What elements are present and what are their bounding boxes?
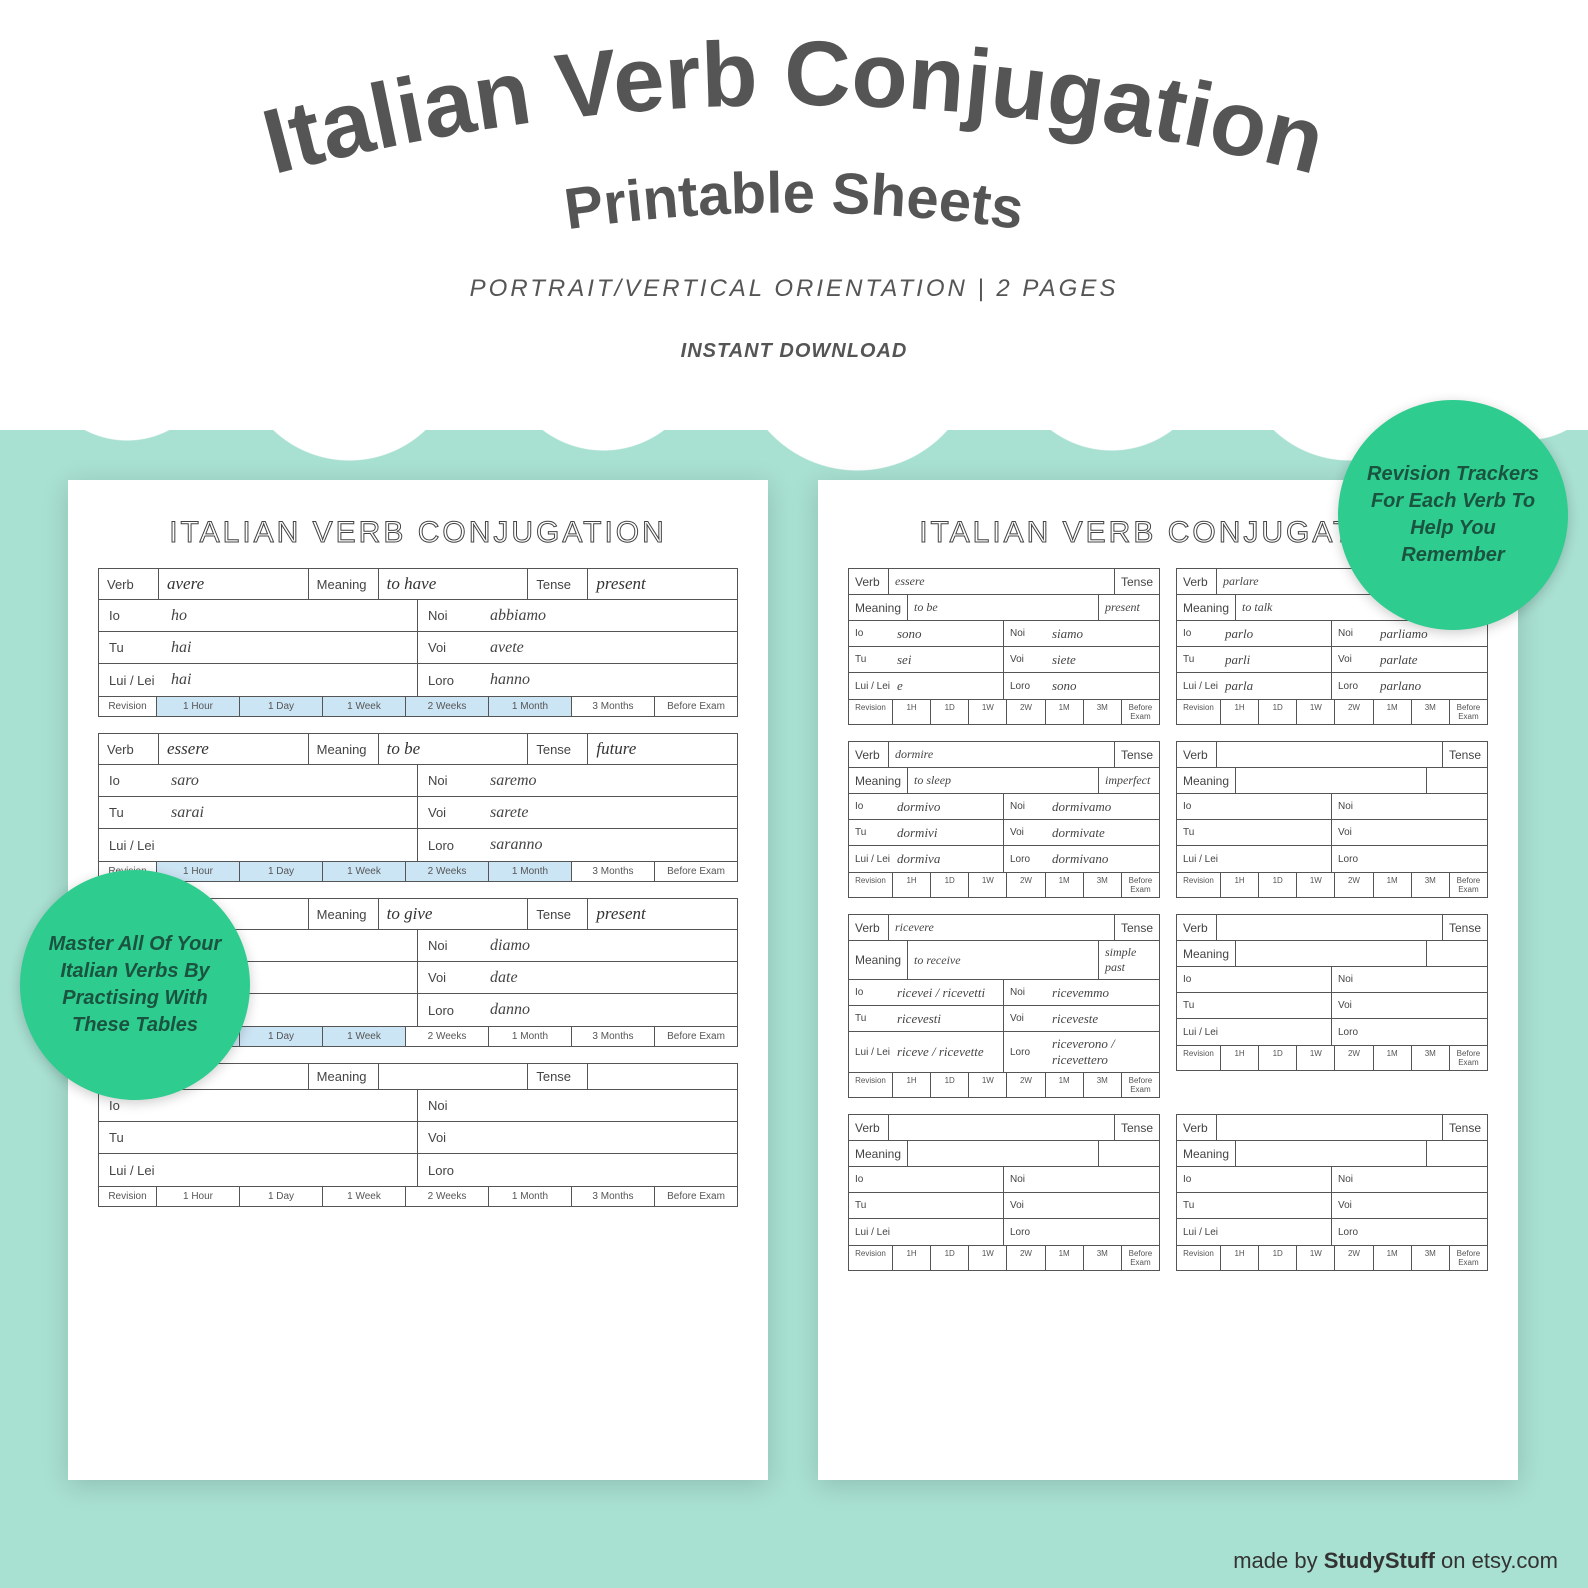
conj-cell: Noisaremo (418, 765, 737, 797)
pages-container: ITALIAN VERB CONJUGATION VerbavereMeanin… (68, 480, 1518, 1480)
verb-block-small: VerbTenseMeaningIoNoiTuVoiLui / LeiLoroR… (1176, 1114, 1488, 1271)
conj-cell: Lorosaranno (418, 829, 737, 861)
footer-credit: made by StudyStuff on etsy.com (1233, 1548, 1558, 1574)
verb-block-small: VerbTenseMeaningIoNoiTuVoiLui / LeiLoroR… (1176, 741, 1488, 898)
verb-block: VerbessereMeaningto beTensefutureIosaroN… (98, 733, 738, 882)
conj-cell: Loro (418, 1154, 737, 1186)
verb-block-small: VerbessereTenseMeaningto bepresentIosono… (848, 568, 1160, 725)
conj-cell: Lorodanno (418, 994, 737, 1026)
conj-cell: Tuhai (99, 632, 418, 664)
conj-cell: Lui / Lei (99, 1154, 418, 1186)
conj-cell: Voisarete (418, 797, 737, 829)
subtitle-1: PORTRAIT/VERTICAL ORIENTATION | 2 PAGES (0, 275, 1588, 303)
conj-cell: Noiabbiamo (418, 600, 737, 632)
conj-cell: Lorohanno (418, 664, 737, 696)
conj-cell: Lui / Leihai (99, 664, 418, 696)
page-2: ITALIAN VERB CONJUGATION VerbessereTense… (818, 480, 1518, 1480)
verb-block-small: VerbTenseMeaningIoNoiTuVoiLui / LeiLoroR… (1176, 914, 1488, 1071)
conj-cell: Voi (418, 1122, 737, 1154)
conj-cell: Tu (99, 1122, 418, 1154)
conj-cell: Voiavete (418, 632, 737, 664)
revision-row: Revision1 Hour1 Day1 Week2 Weeks1 Month3… (99, 696, 737, 716)
title-arc: Italian Verb Conjugation Printable Sheet… (94, 30, 1494, 290)
conj-cell: Ioho (99, 600, 418, 632)
badge-left: Master All Of Your Italian Verbs By Prac… (20, 870, 250, 1100)
conj-cell: Noi (418, 1090, 737, 1122)
svg-text:Printable Sheets: Printable Sheets (560, 160, 1027, 242)
page-1-title: ITALIAN VERB CONJUGATION (98, 516, 738, 550)
conj-cell: Noidiamo (418, 930, 737, 962)
conj-cell: Tusarai (99, 797, 418, 829)
subtitle-2: INSTANT DOWNLOAD (0, 340, 1588, 363)
revision-row: Revision1 Hour1 Day1 Week2 Weeks1 Month3… (99, 861, 737, 881)
verb-block-small: VerbricevereTenseMeaningto receivesimple… (848, 914, 1160, 1098)
verb-block-small: VerbdormireTenseMeaningto sleepimperfect… (848, 741, 1160, 898)
conj-cell: Lui / Lei (99, 829, 418, 861)
verb-block: VerbavereMeaningto haveTensepresentIohoN… (98, 568, 738, 717)
title-line2: Printable Sheets (560, 160, 1027, 242)
conj-cell: Voidate (418, 962, 737, 994)
revision-row: Revision1 Hour1 Day1 Week2 Weeks1 Month3… (99, 1186, 737, 1206)
verb-block: VerbMeaningTenseIoNoiTuVoiLui / LeiLoroR… (98, 1063, 738, 1207)
verb-block-small: VerbTenseMeaningIoNoiTuVoiLui / LeiLoroR… (848, 1114, 1160, 1271)
badge-right: Revision Trackers For Each Verb To Help … (1338, 400, 1568, 630)
conj-cell: Iosaro (99, 765, 418, 797)
